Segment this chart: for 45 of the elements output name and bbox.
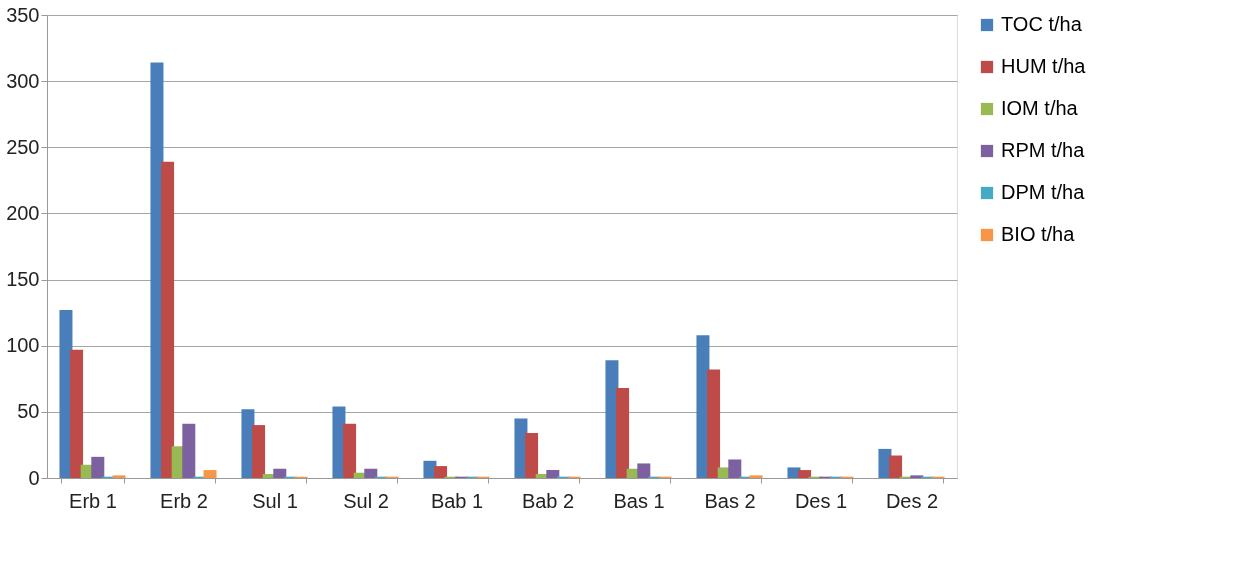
x-tick-label: Bab 1 (430, 489, 484, 512)
bar (434, 466, 448, 478)
y-tick-label: 0 (28, 466, 40, 489)
bar (252, 425, 266, 478)
x-tick-label: Bab 2 (521, 489, 575, 512)
bar (203, 470, 217, 478)
bar (182, 423, 196, 478)
x-tick-label: Sul 2 (343, 489, 389, 512)
y-tick-label: 250 (6, 135, 40, 158)
bar (525, 433, 539, 478)
bar (112, 475, 126, 478)
y-tick-label: 150 (6, 268, 40, 291)
bar (910, 475, 924, 478)
bar (546, 470, 560, 478)
x-tick-label: Des 2 (885, 489, 939, 512)
y-tick-label: 350 (6, 3, 40, 26)
bar (273, 468, 287, 478)
y-tick-label: 50 (17, 400, 40, 423)
legend-label: IOM t/ha (1001, 97, 1079, 119)
x-tick-label: Sul 1 (252, 489, 298, 512)
legend-label: DPM t/ha (1001, 181, 1086, 203)
bar (91, 456, 105, 478)
bar (749, 475, 763, 478)
bar (161, 161, 175, 478)
legend-label: BIO t/ha (1001, 223, 1076, 245)
x-tick-label: Erb 2 (160, 489, 208, 512)
x-tick-label: Bas 1 (613, 489, 665, 512)
bar (798, 470, 812, 478)
bar (70, 349, 84, 478)
x-tick-label: Erb 1 (69, 489, 117, 512)
legend-label: HUM t/ha (1001, 55, 1087, 77)
x-tick-label: Des 1 (794, 489, 848, 512)
bar (637, 463, 651, 478)
y-tick-label: 200 (6, 201, 40, 224)
x-tick-label: Bas 2 (704, 489, 756, 512)
bar (728, 459, 742, 478)
bar (364, 468, 378, 478)
legend-label: RPM t/ha (1001, 139, 1086, 161)
bar (616, 388, 630, 478)
bar (889, 455, 903, 478)
y-tick-label: 100 (6, 334, 40, 357)
bar (343, 423, 357, 478)
legend-label: TOC t/ha (1001, 13, 1083, 35)
bar (707, 369, 721, 478)
y-tick-label: 300 (6, 69, 40, 92)
